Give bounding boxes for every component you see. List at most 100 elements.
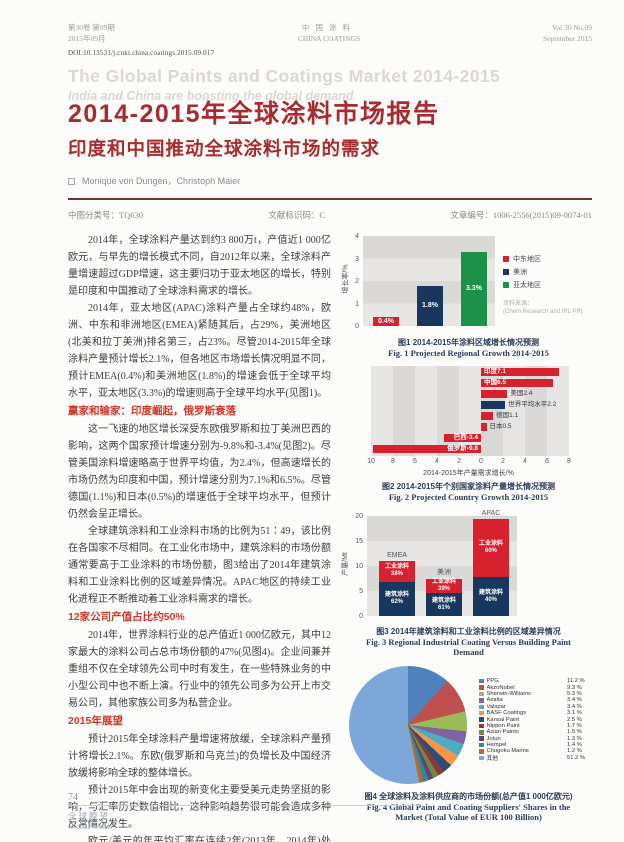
title-english: The Global Paints and Coatings Market 20… — [68, 66, 501, 86]
fig2-bar-俄罗斯: 俄罗斯-9.8 — [373, 445, 481, 453]
volume-issue-cn: 第30卷 第09期 — [68, 23, 115, 32]
fig2-caption-cn: 图2 2014-2015年个别国家涂料产量增长情况预测 — [382, 482, 555, 491]
fig4-legend-item: Jotun 1.3 % — [479, 736, 591, 742]
legend-value: 3.4 % — [567, 697, 582, 704]
legend-label: Asian Paints — [486, 729, 519, 736]
fig1-legend: 中东地区 美洲 亚太地区 资料来源： (Chem Research and IRL PR… — [503, 254, 591, 316]
fig3-segment-pct: 61% — [437, 604, 450, 611]
fig1-caption-en: Fig. 1 Projected Regional Growth 2014-20… — [388, 348, 549, 358]
fig4-legend-item: PPG 11.2 % — [479, 678, 591, 684]
fig4-legend-item: Kansai Paint 2.5 % — [479, 716, 591, 723]
legend-value: 1.4 % — [567, 742, 582, 749]
legend-label: Sherwin-Williams — [486, 690, 531, 697]
fig1-bar-中东地区: 0.4% — [373, 317, 399, 326]
fig2-chart: 印度7.1 中国6.5 美国2.4 世界平均水平2.2 德国1.1 日本0.5 巴西-3.4… — [345, 364, 592, 478]
legend-value: 1.3 % — [567, 735, 582, 742]
article-text-column: 2014年，全球涂料产量达到约3 800万t，产值近1 000亿欧元，与早先的增… — [68, 232, 331, 842]
fig2-x-tick: 4 — [523, 458, 527, 465]
author-marker-box — [68, 178, 75, 185]
fig1-caption-cn: 图1 2014-2015年涂料区域增长情况预测 — [398, 338, 539, 347]
fig3-segment-name: 建筑涂料 — [384, 591, 409, 598]
fig2-x-tick: 4 — [435, 458, 439, 465]
legend-value: 11.2 % — [567, 678, 585, 685]
fig3-segment-建筑涂料: 建筑涂料 62% — [379, 581, 415, 616]
fig1-bar-亚太地区: 3.3% — [461, 251, 487, 326]
fig2-x-tick: 6 — [545, 458, 549, 465]
legend-label: 中东地区 — [513, 256, 541, 263]
legend-label: PPG — [486, 678, 499, 685]
fig1-y-ticks: 0 1 2 3 4 — [345, 233, 361, 330]
fig1-y-tick: 0 — [355, 323, 359, 330]
fig4-caption: 图4 全球涂料及涂料供应商的市场份额(总产值1 000亿欧元) Fig. 4 G… — [345, 791, 592, 822]
fig4-legend-item: BASF Coatings 3.1 % — [479, 710, 591, 716]
legend-swatch — [479, 742, 484, 748]
fig3-y-tick: 15 — [355, 538, 363, 545]
fig3-segment-name: 工业涂料 — [384, 564, 409, 571]
section-heading: 2015年展望 — [68, 715, 123, 727]
masthead-left: 第30卷 第09期 2015年09月 — [68, 22, 115, 44]
legend-swatch — [503, 269, 509, 275]
figure-2: 印度7.1 中国6.5 美国2.4 世界平均水平2.2 德国1.1 日本0.5 巴西-3.4… — [345, 364, 592, 502]
header-divider — [68, 198, 592, 200]
page-number: 74 — [68, 792, 78, 803]
fig3-caption-en-line2: Demand — [453, 647, 484, 657]
fig1-bar-value: 3.3% — [466, 285, 482, 293]
legend-value: 1.7 % — [567, 722, 582, 729]
footer-section-cn: 全球瞭望 — [68, 811, 111, 821]
legend-swatch — [503, 282, 509, 288]
fig3-segment-建筑涂料: 建筑涂料 61% — [426, 593, 462, 616]
fig2-bar-label: 日本0.5 — [489, 423, 512, 430]
fig2-bar-label: 世界平均水平2.2 — [508, 401, 557, 408]
section-heading: 12家公司产值占比约50% — [68, 611, 185, 623]
legend-label: Chugoku Marine — [486, 748, 530, 755]
volume-issue-en: Vol.30 No.09 — [551, 23, 592, 32]
legend-swatch — [479, 723, 484, 729]
legend-label: Valspar — [486, 703, 506, 710]
masthead: 第30卷 第09期 2015年09月 中国涂料 CHINA COATINGS V… — [68, 22, 592, 44]
fig3-segment-工业涂料: 工业涂料 60% — [473, 518, 509, 577]
fig2-x-tick: 2 — [501, 458, 505, 465]
fig4-legend-item: AkzoNobel 9.3 % — [479, 684, 591, 691]
journal-name-en: CHINA COATINGS — [297, 34, 361, 43]
clc-number: 中图分类号：TQ630 — [68, 210, 144, 220]
legend-swatch — [479, 749, 484, 754]
legend-label: Kansai Paint — [486, 716, 520, 723]
fig3-segment-pct: 62% — [390, 598, 403, 605]
body-paragraph: 预计2015年全球涂料产量增速将放缓，全球涂料产量预计将增长2.1%。东欧(俄罗… — [68, 734, 331, 779]
article-id: 文章编号：1006-2556(2015)09-0074-01 — [450, 210, 592, 220]
fig2-x-tick: 2 — [457, 458, 461, 465]
title-chinese: 2014-2015年全球涂料市场报告 — [68, 100, 440, 128]
fig2-bar-德国 — [481, 412, 494, 420]
legend-label: Nippon Paint — [486, 722, 520, 729]
fig3-y-ticks: 0 5 10 15 20 — [345, 513, 365, 620]
fig4-caption-en-line1: Fig. 4 Global Paint and Coating Supplier… — [366, 802, 571, 812]
fig4-legend-item: Chugoku Marine 1.2 % — [479, 748, 591, 754]
legend-swatch — [479, 698, 484, 703]
title-block: The Global Paints and Coatings Market 20… — [68, 66, 592, 161]
journal-name-cn: 中国涂料 — [301, 23, 356, 32]
legend-swatch — [479, 685, 484, 690]
body-paragraph: 2014年，全球涂料产量达到约3 800万t，产值近1 000亿欧元，与早先的增… — [68, 235, 331, 297]
fig4-legend-item: Valspar 3.4 % — [479, 704, 591, 710]
fig3-segment-name: 工业涂料 — [478, 540, 503, 547]
fig4-legend-item: Axalta 3.4 % — [479, 697, 591, 703]
fig4-chart: PPG 11.2 % AkzoNobel 9.3 % Sherwin-Williams 5… — [345, 664, 592, 788]
legend-label: BASF Coatings — [486, 710, 527, 717]
author-line: Monique von Dungen，Christoph Maier — [68, 174, 592, 187]
body-paragraph: 预计2015年中会出现的新变化主要受美元走势坚挺的影响，与汇率历史数值相比，这种… — [68, 785, 331, 830]
body-paragraph: 这一飞速的地区增长深受东欧俄罗斯和拉丁美洲巴西的影响，这两个国家预计增速分别为-… — [68, 424, 331, 520]
doi-line: DOI:10.13531/j.cnki.china.coatings.2015.… — [68, 49, 215, 57]
body-paragraph: 全球建筑涂料和工业涂料市场的比例为51∶49，该比例在各国家不尽相同。在工业化市… — [68, 526, 331, 605]
fig1-legend-item: 亚太地区 — [503, 280, 591, 290]
fig1-y-tick: 2 — [355, 278, 359, 285]
fig1-legend-item: 中东地区 — [503, 254, 591, 264]
fig2-bar-label: 印度7.1 — [484, 368, 507, 375]
fig2-bar-label: 俄罗斯-9.8 — [447, 445, 478, 452]
legend-swatch — [479, 710, 484, 716]
fig4-legend: PPG 11.2 % AkzoNobel 9.3 % Sherwin-Williams 5… — [479, 678, 591, 762]
fig2-x-tick: 10 — [367, 458, 375, 465]
